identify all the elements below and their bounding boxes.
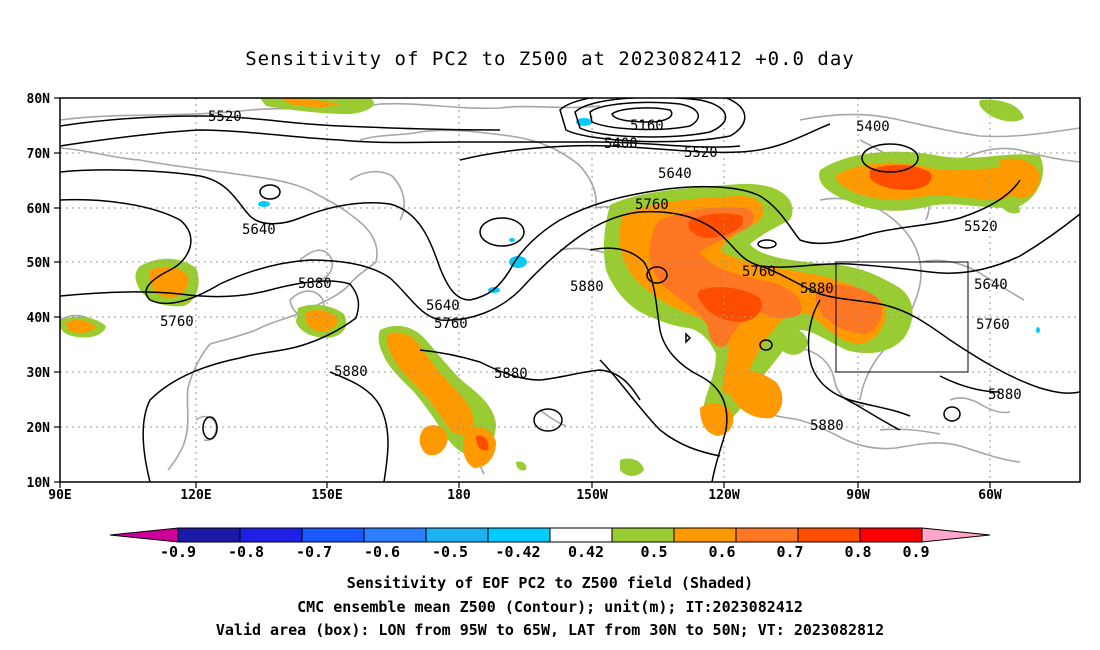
lat-label-10n: 10N xyxy=(27,476,51,491)
tick-marks xyxy=(54,97,991,488)
contour-label-5520: 5520 xyxy=(684,145,718,161)
contour-label-5880: 5880 xyxy=(810,418,844,434)
lat-label-60n: 60N xyxy=(27,202,51,217)
sensitivity-shading xyxy=(60,98,1044,476)
contour-label-5880: 5880 xyxy=(494,366,528,382)
contour-label-5520: 5520 xyxy=(208,109,242,125)
colorbar-swatch xyxy=(859,527,923,543)
colorbar-swatch xyxy=(673,527,737,543)
colorbar-label: 0.9 xyxy=(902,543,929,561)
contour-label-5880: 5880 xyxy=(334,364,368,380)
contour-label-5760: 5760 xyxy=(742,264,776,280)
colorbar-label: 0.8 xyxy=(844,543,871,561)
colorbar-label: -0.9 xyxy=(160,543,196,561)
colorbar-swatch xyxy=(797,527,861,543)
colorbar-swatch xyxy=(549,527,613,543)
colorbar-label: -0.7 xyxy=(296,543,332,561)
colorbar-swatch xyxy=(301,527,365,543)
contour-labels: 5520 5160 5400 5520 5400 5640 5760 5640 … xyxy=(160,109,1022,434)
lon-label-150w: 150W xyxy=(576,488,607,503)
valid-area-box xyxy=(835,261,969,373)
contour-label-5760: 5760 xyxy=(434,316,468,332)
contour-label-5880: 5880 xyxy=(298,276,332,292)
colorbar-labels: -0.9 -0.8 -0.7 -0.6 -0.5 -0.42 0.42 0.5 … xyxy=(160,543,930,561)
latitude-labels: 80N 70N 60N 50N 40N 30N 20N 10N xyxy=(27,92,51,491)
caption-contour: CMC ensemble mean Z500 (Contour); unit(m… xyxy=(297,598,803,616)
lat-label-70n: 70N xyxy=(27,147,51,162)
contour-label-5880: 5880 xyxy=(988,387,1022,403)
colorbar-label: -0.8 xyxy=(228,543,264,561)
contour-label-5400: 5400 xyxy=(856,119,890,135)
contour-label-5400: 5400 xyxy=(604,136,638,152)
graticule xyxy=(60,98,1080,482)
colorbar-arrow-high xyxy=(921,527,991,543)
colorbar-label: 0.6 xyxy=(708,543,735,561)
contour-label-5160: 5160 xyxy=(630,118,664,134)
contour-label-5880: 5880 xyxy=(570,279,604,295)
colorbar-swatch xyxy=(487,527,551,543)
colorbar-label: -0.5 xyxy=(432,543,468,561)
contour-label-5640: 5640 xyxy=(974,277,1008,293)
lat-label-50n: 50N xyxy=(27,256,51,271)
lon-label-120e: 120E xyxy=(180,488,211,503)
lon-label-180: 180 xyxy=(447,488,471,503)
colorbar-swatch xyxy=(239,527,303,543)
lat-label-40n: 40N xyxy=(27,311,51,326)
lon-label-60w: 60W xyxy=(978,488,1002,503)
colorbar-label: 0.5 xyxy=(640,543,667,561)
colorbar-label: 0.42 xyxy=(568,543,604,561)
contour-label-5640: 5640 xyxy=(658,166,692,182)
lon-label-90w: 90W xyxy=(846,488,870,503)
lat-label-20n: 20N xyxy=(27,421,51,436)
lon-label-120w: 120W xyxy=(708,488,739,503)
lon-label-150e: 150E xyxy=(311,488,342,503)
contour-label-5640: 5640 xyxy=(426,298,460,314)
colorbar-label: -0.42 xyxy=(495,543,540,561)
plot-frame xyxy=(59,97,1081,483)
colorbar-swatch xyxy=(611,527,675,543)
contour-label-5520: 5520 xyxy=(964,219,998,235)
lat-label-80n: 80N xyxy=(27,92,51,107)
contour-label-5760: 5760 xyxy=(635,197,669,213)
z500-contours xyxy=(60,98,1080,482)
colorbar-arrow-low xyxy=(109,527,179,543)
colorbar-swatch xyxy=(363,527,427,543)
contour-label-5760: 5760 xyxy=(160,314,194,330)
lat-label-30n: 30N xyxy=(27,366,51,381)
colorbar-label: 0.7 xyxy=(776,543,803,561)
caption-shaded: Sensitivity of EOF PC2 to Z500 field (Sh… xyxy=(346,574,754,592)
contour-label-5640: 5640 xyxy=(242,222,276,238)
map-title: Sensitivity of PC2 to Z500 at 2023082412… xyxy=(245,48,855,70)
longitude-labels: 90E 120E 150E 180 150W 120W 90W 60W xyxy=(48,488,1002,503)
colorbar xyxy=(109,527,991,543)
lon-label-90e: 90E xyxy=(48,488,71,503)
contour-label-5760: 5760 xyxy=(976,317,1010,333)
colorbar-swatch xyxy=(735,527,799,543)
contour-label-5880: 5880 xyxy=(800,281,834,297)
caption-valid-area: Valid area (box): LON from 95W to 65W, L… xyxy=(215,621,885,639)
colorbar-swatch xyxy=(425,527,489,543)
colorbar-label: -0.6 xyxy=(364,543,400,561)
colorbar-swatch xyxy=(177,527,241,543)
